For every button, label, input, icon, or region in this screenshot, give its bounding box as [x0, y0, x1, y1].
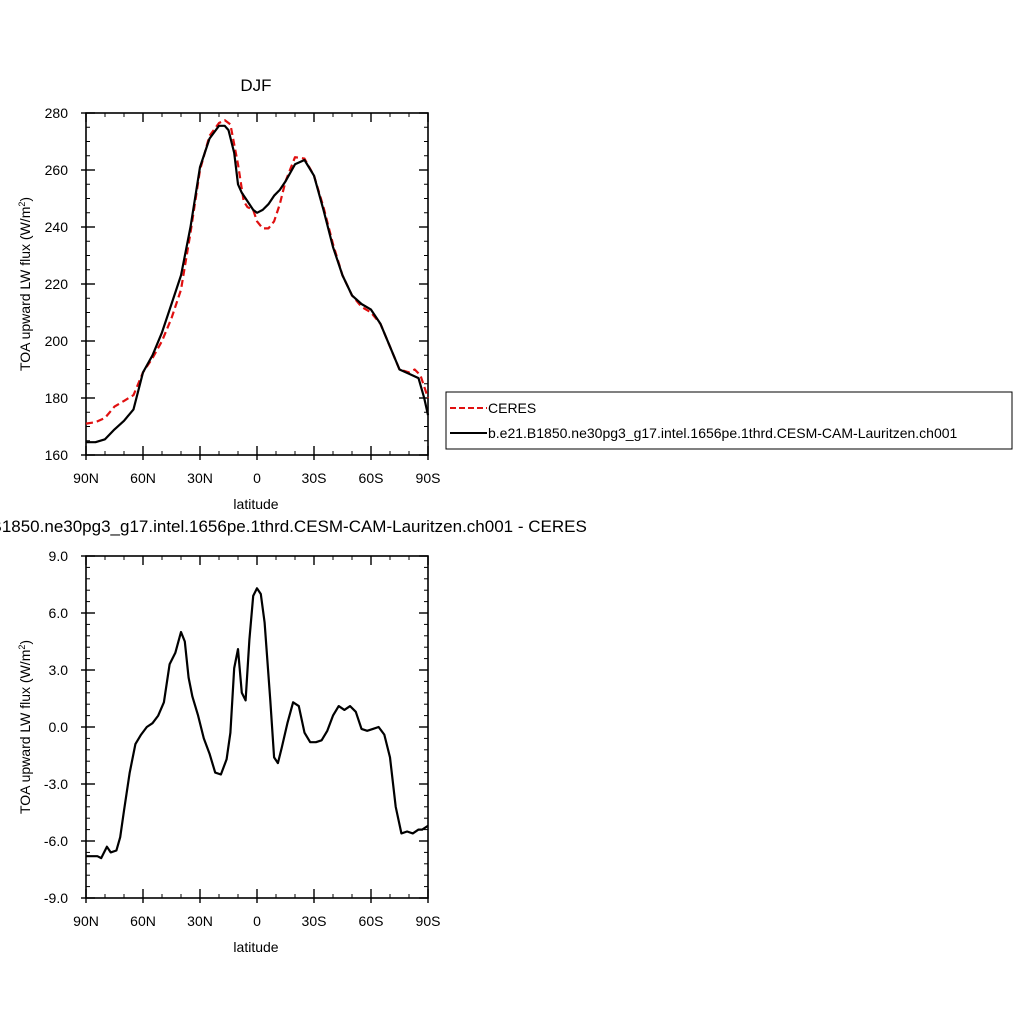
- y-tick-label: 6.0: [49, 605, 69, 621]
- x-tick-label: 90S: [416, 913, 441, 929]
- series-line-difference: [86, 587, 429, 860]
- panel-top: DJF 90N 60N 30N 0 30S 60S 90S 160 180 200 220 240 26…: [17, 76, 440, 512]
- series-line-ceres: [85, 118, 430, 425]
- plot-frame: [85, 112, 429, 456]
- y-tick-label: -3.0: [44, 776, 68, 792]
- y-tick-label: 160: [45, 447, 69, 463]
- y-tick-label: -9.0: [44, 890, 68, 906]
- x-tick-label: 0: [253, 470, 261, 486]
- chart-title: DJF: [240, 76, 271, 95]
- x-tick-label: 90S: [416, 470, 441, 486]
- y-tick-label: 240: [45, 219, 69, 235]
- y-tick-label: 260: [45, 162, 69, 178]
- plot-area: 90N 60N 30N 0 30S 60S 90S -9.0 -6.0 -3.0 0.0 3.0 6.0…: [44, 548, 441, 929]
- legend-box: [445, 391, 1013, 450]
- y-tick-label: 9.0: [49, 548, 69, 564]
- x-tick-label: 90N: [73, 913, 99, 929]
- legend-label-model: b.e21.B1850.ne30pg3_g17.intel.1656pe.1th…: [488, 425, 958, 441]
- y-axis-label: TOA upward LW flux (W/m2): [17, 197, 33, 371]
- legend-label-ceres: CERES: [488, 400, 536, 416]
- x-axis-label: latitude: [233, 496, 278, 512]
- x-tick-label: 0: [253, 913, 261, 929]
- x-tick-label: 60S: [359, 913, 384, 929]
- legend: CERES b.e21.B1850.ne30pg3_g17.intel.1656…: [445, 391, 1013, 450]
- plot-area: 90N 60N 30N 0 30S 60S 90S 160 180 200 220 240 260 280: [45, 105, 441, 486]
- x-axis-label: latitude: [233, 939, 278, 955]
- chart-title: b.e21.B1850.ne30pg3_g17.intel.1656pe.1th…: [0, 517, 587, 536]
- x-tick-label: 60N: [130, 913, 156, 929]
- series-line-b-e21-b1850-: [86, 124, 430, 444]
- x-tick-label: 30N: [187, 470, 213, 486]
- y-tick-label: -6.0: [44, 833, 68, 849]
- x-tick-label: 60N: [130, 470, 156, 486]
- y-axis-label: TOA upward LW flux (W/m2): [17, 640, 33, 814]
- y-tick-label: 220: [45, 276, 69, 292]
- x-tick-label: 30N: [187, 913, 213, 929]
- x-tick-label: 60S: [359, 470, 384, 486]
- x-tick-label: 30S: [302, 913, 327, 929]
- x-tick-label: 30S: [302, 470, 327, 486]
- y-tick-label: 180: [45, 390, 69, 406]
- panel-bottom: b.e21.B1850.ne30pg3_g17.intel.1656pe.1th…: [0, 517, 587, 955]
- y-tick-label: 200: [45, 333, 69, 349]
- y-tick-label: 3.0: [49, 662, 69, 678]
- x-tick-label: 90N: [73, 470, 99, 486]
- y-tick-label: 280: [45, 105, 69, 121]
- y-tick-label: 0.0: [49, 719, 69, 735]
